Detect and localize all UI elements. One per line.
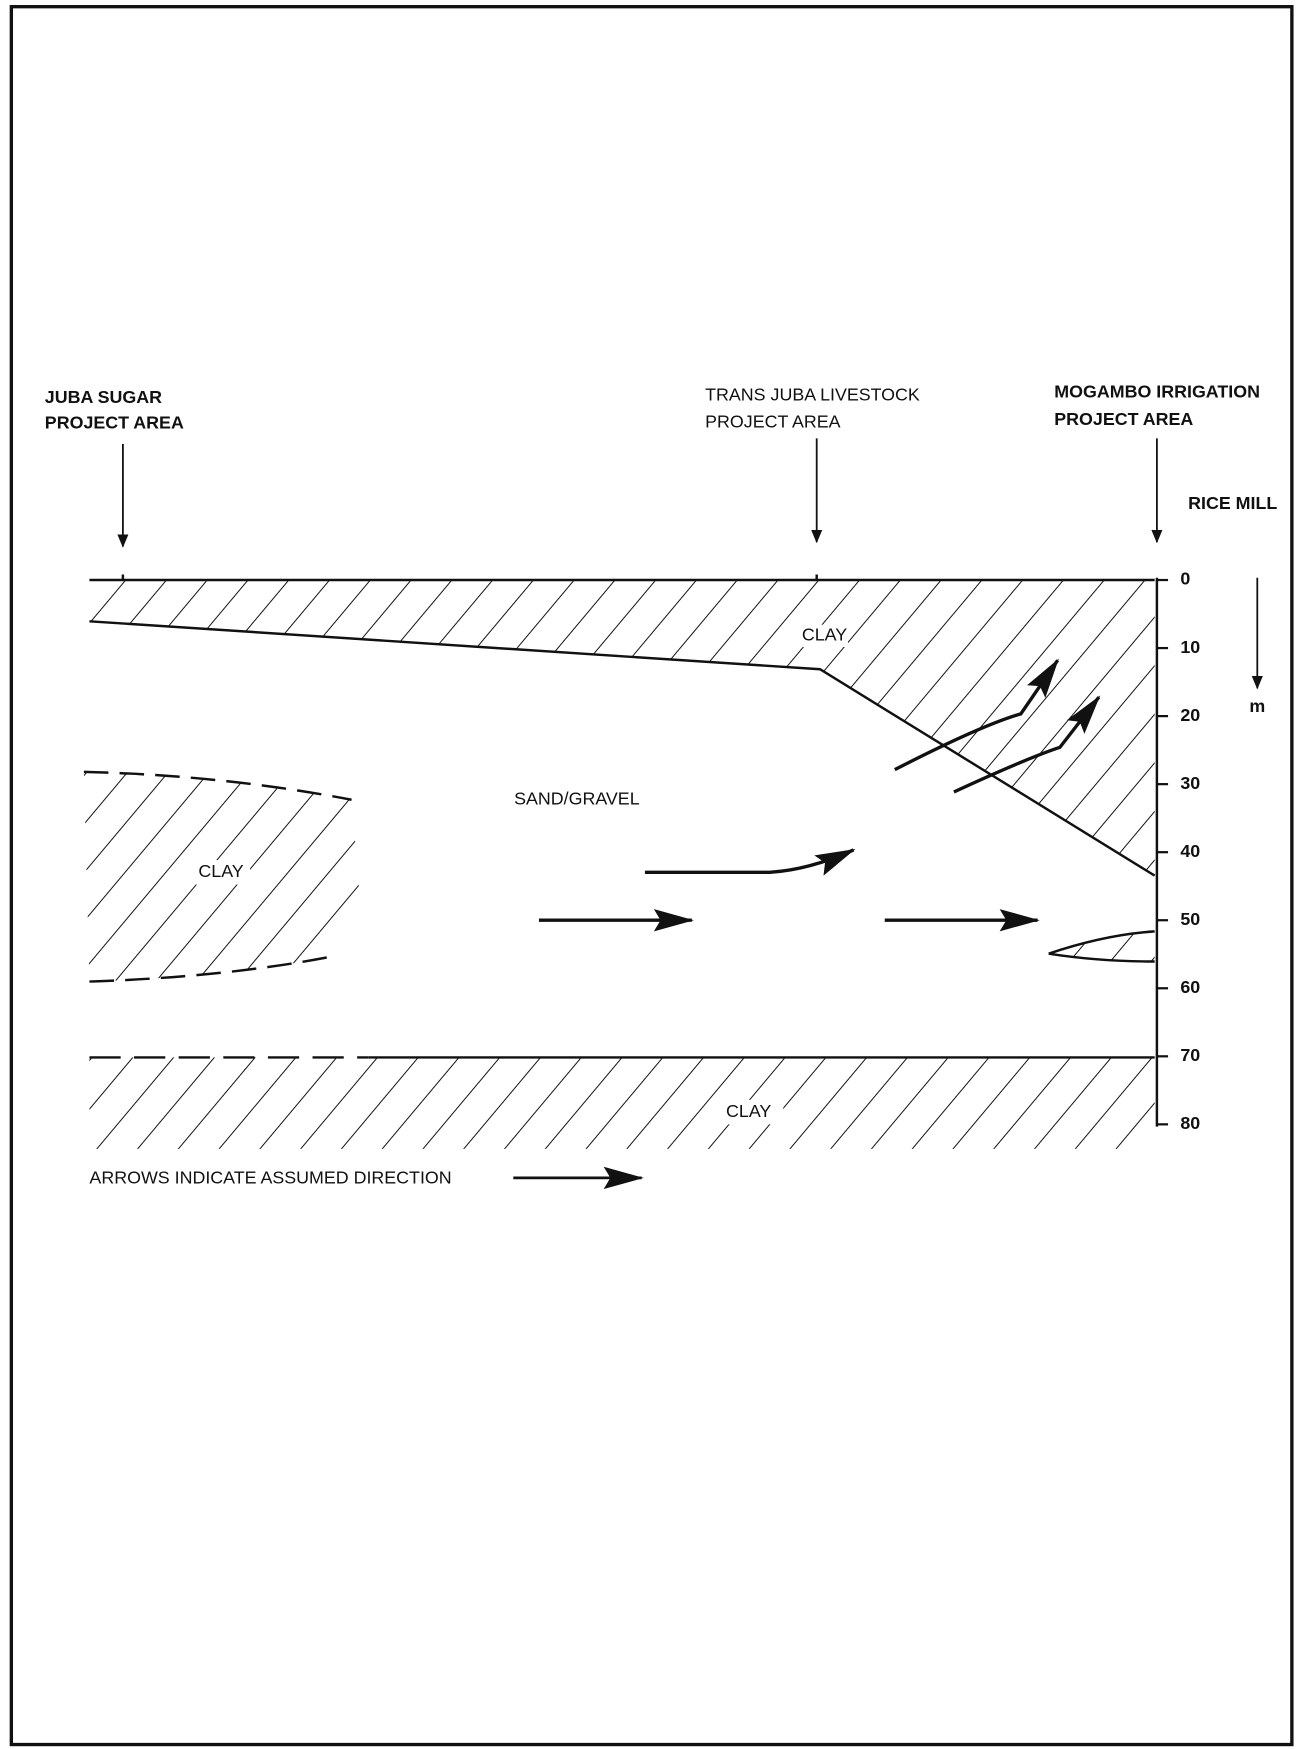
bottom-clay <box>89 1057 1154 1148</box>
tick-label: 30 <box>1180 773 1200 793</box>
layer-label: SAND/GRAVEL <box>514 788 640 808</box>
tick-label: 40 <box>1180 841 1200 861</box>
flow-arrow <box>645 850 854 872</box>
tick-label: 20 <box>1180 705 1200 725</box>
layer-label: CLAY <box>726 1101 771 1121</box>
location-label: MOGAMBO IRRIGATION <box>1054 381 1260 401</box>
rice-mill-label: RICE MILL <box>1188 493 1277 513</box>
tick-label: 0 <box>1180 569 1190 589</box>
location-label: PROJECT AREA <box>705 411 841 431</box>
location-label: TRANS JUBA LIVESTOCK <box>705 385 920 405</box>
depth-ticks: 0 10 20 30 40 50 60 70 80 <box>1157 569 1200 1133</box>
note: ARROWS INDICATE ASSUMED DIRECTION <box>89 1168 451 1188</box>
depth-unit: m <box>1249 696 1265 716</box>
layer-label: CLAY <box>802 625 847 645</box>
tick-label: 80 <box>1180 1113 1200 1133</box>
cross-section: JUBA SUGAR PROJECT AREA TRANS JUBA LIVES… <box>0 0 1301 1749</box>
layer-label: CLAY <box>198 861 243 881</box>
location-label: PROJECT AREA <box>1054 409 1193 429</box>
location-label: JUBA SUGAR <box>45 387 162 407</box>
tick-label: 10 <box>1180 637 1200 657</box>
location-label: PROJECT AREA <box>45 413 184 433</box>
tick-label: 70 <box>1180 1045 1200 1065</box>
tick-label: 60 <box>1180 977 1200 997</box>
tick-label: 50 <box>1180 909 1200 929</box>
